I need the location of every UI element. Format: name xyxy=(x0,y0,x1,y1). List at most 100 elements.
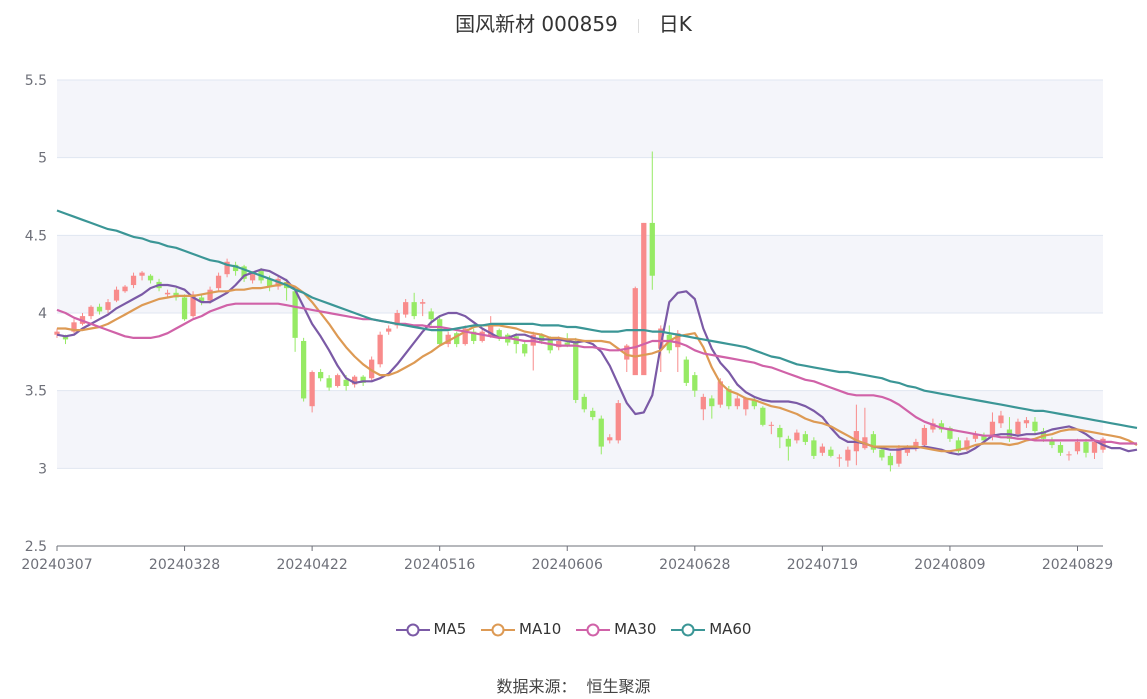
candle-body xyxy=(624,345,630,360)
y-tick-label: 4 xyxy=(38,306,47,322)
y-tick-label: 5.5 xyxy=(25,73,47,89)
candle-body xyxy=(649,222,655,276)
candle-body xyxy=(743,398,749,410)
candle-body xyxy=(641,222,647,376)
candle-body xyxy=(130,275,137,286)
candle-body xyxy=(921,427,928,446)
ma-line-ma10 xyxy=(57,282,1138,453)
candle-body xyxy=(964,440,970,450)
candle-body xyxy=(394,313,400,326)
candle-body xyxy=(147,275,154,281)
candle-body xyxy=(343,379,349,387)
candle-body xyxy=(471,331,477,341)
candle-body xyxy=(198,297,205,303)
candle-body xyxy=(658,328,664,349)
candle-body xyxy=(326,378,332,388)
y-tick-label: 3.5 xyxy=(25,384,47,400)
x-tick-label: 20240606 xyxy=(532,557,603,573)
candle-body xyxy=(998,415,1004,424)
candle-body xyxy=(224,261,230,275)
candle-body xyxy=(54,331,60,335)
legend-swatch-ma60 xyxy=(671,623,706,636)
candle-body xyxy=(811,440,817,456)
data-source-name: 恒生聚源 xyxy=(586,677,651,696)
candle-body xyxy=(300,340,307,399)
candle-body xyxy=(913,441,919,449)
candle-body xyxy=(564,342,570,346)
candle-body xyxy=(1032,421,1038,432)
candle-body xyxy=(369,359,375,379)
data-source: 数据来源： 恒生聚源 xyxy=(0,673,1147,697)
candle-body xyxy=(139,272,145,276)
x-tick-label: 20240307 xyxy=(21,557,92,573)
chart-legend: MA5 MA10 MA30 MA60 xyxy=(0,620,1147,638)
candle-body xyxy=(445,334,451,345)
candle-body xyxy=(420,302,426,304)
candle-body xyxy=(62,336,69,340)
legend-item-ma60[interactable]: MA60 xyxy=(671,620,751,638)
candle-body xyxy=(683,359,689,383)
candle-body xyxy=(632,288,638,376)
candle-body xyxy=(768,424,774,426)
legend-swatch-ma30 xyxy=(576,623,611,636)
grid-band xyxy=(57,235,1103,313)
candle-body xyxy=(836,457,843,459)
candle-body xyxy=(734,398,740,407)
candle-body xyxy=(181,297,188,320)
candle-body xyxy=(615,403,621,441)
candle-body xyxy=(241,266,247,279)
candle-body xyxy=(437,319,443,345)
chart-title-period[interactable]: 日K xyxy=(658,12,692,36)
candle-body xyxy=(1015,421,1021,435)
candle-body xyxy=(96,306,103,312)
candle-body xyxy=(352,376,358,385)
grid-band xyxy=(57,390,1103,469)
candle-body xyxy=(488,325,494,337)
candle-body xyxy=(717,381,723,405)
candle-body xyxy=(232,264,239,272)
candle-body xyxy=(845,449,851,461)
candle-body xyxy=(190,294,196,317)
legend-item-ma10[interactable]: MA10 xyxy=(481,620,561,638)
candle-body xyxy=(377,334,383,365)
candle-body xyxy=(785,438,791,447)
candle-body xyxy=(955,440,962,452)
y-tick-label: 4.5 xyxy=(25,228,47,244)
candle-body xyxy=(249,274,256,281)
candle-body xyxy=(709,398,715,407)
candle-body xyxy=(334,375,341,387)
legend-label-ma60: MA60 xyxy=(709,620,752,638)
candle-body xyxy=(454,333,460,345)
candle-body xyxy=(938,423,945,430)
candle-body xyxy=(896,448,902,464)
candle-body xyxy=(981,435,987,441)
candle-body xyxy=(760,407,766,425)
legend-item-ma5[interactable]: MA5 xyxy=(395,620,466,638)
candle-body xyxy=(726,389,732,407)
legend-swatch-ma5 xyxy=(395,623,430,636)
legend-item-ma30[interactable]: MA30 xyxy=(576,620,656,638)
candle-body xyxy=(904,448,911,453)
chart-title: 国风新材 000859 日K xyxy=(0,8,1147,37)
candle-body xyxy=(1074,441,1081,452)
candle-body xyxy=(607,437,613,441)
candle-body xyxy=(819,446,826,453)
candle-body xyxy=(700,396,706,410)
y-tick-label: 3 xyxy=(38,461,47,477)
x-tick-label: 20240516 xyxy=(404,557,475,573)
candle-body xyxy=(692,375,698,391)
candle-body xyxy=(556,340,562,348)
candle-body xyxy=(411,302,417,317)
candle-body xyxy=(947,427,953,439)
legend-swatch-ma10 xyxy=(481,623,516,636)
candle-body xyxy=(539,334,545,341)
candle-body xyxy=(879,449,885,458)
x-tick-label: 20240628 xyxy=(659,557,730,573)
candle-body xyxy=(887,455,894,466)
x-tick-label: 20240422 xyxy=(276,557,347,573)
candle-body xyxy=(870,434,877,450)
candle-body xyxy=(1083,441,1089,453)
x-tick-label: 20240719 xyxy=(787,557,858,573)
candle-body xyxy=(1049,440,1055,446)
